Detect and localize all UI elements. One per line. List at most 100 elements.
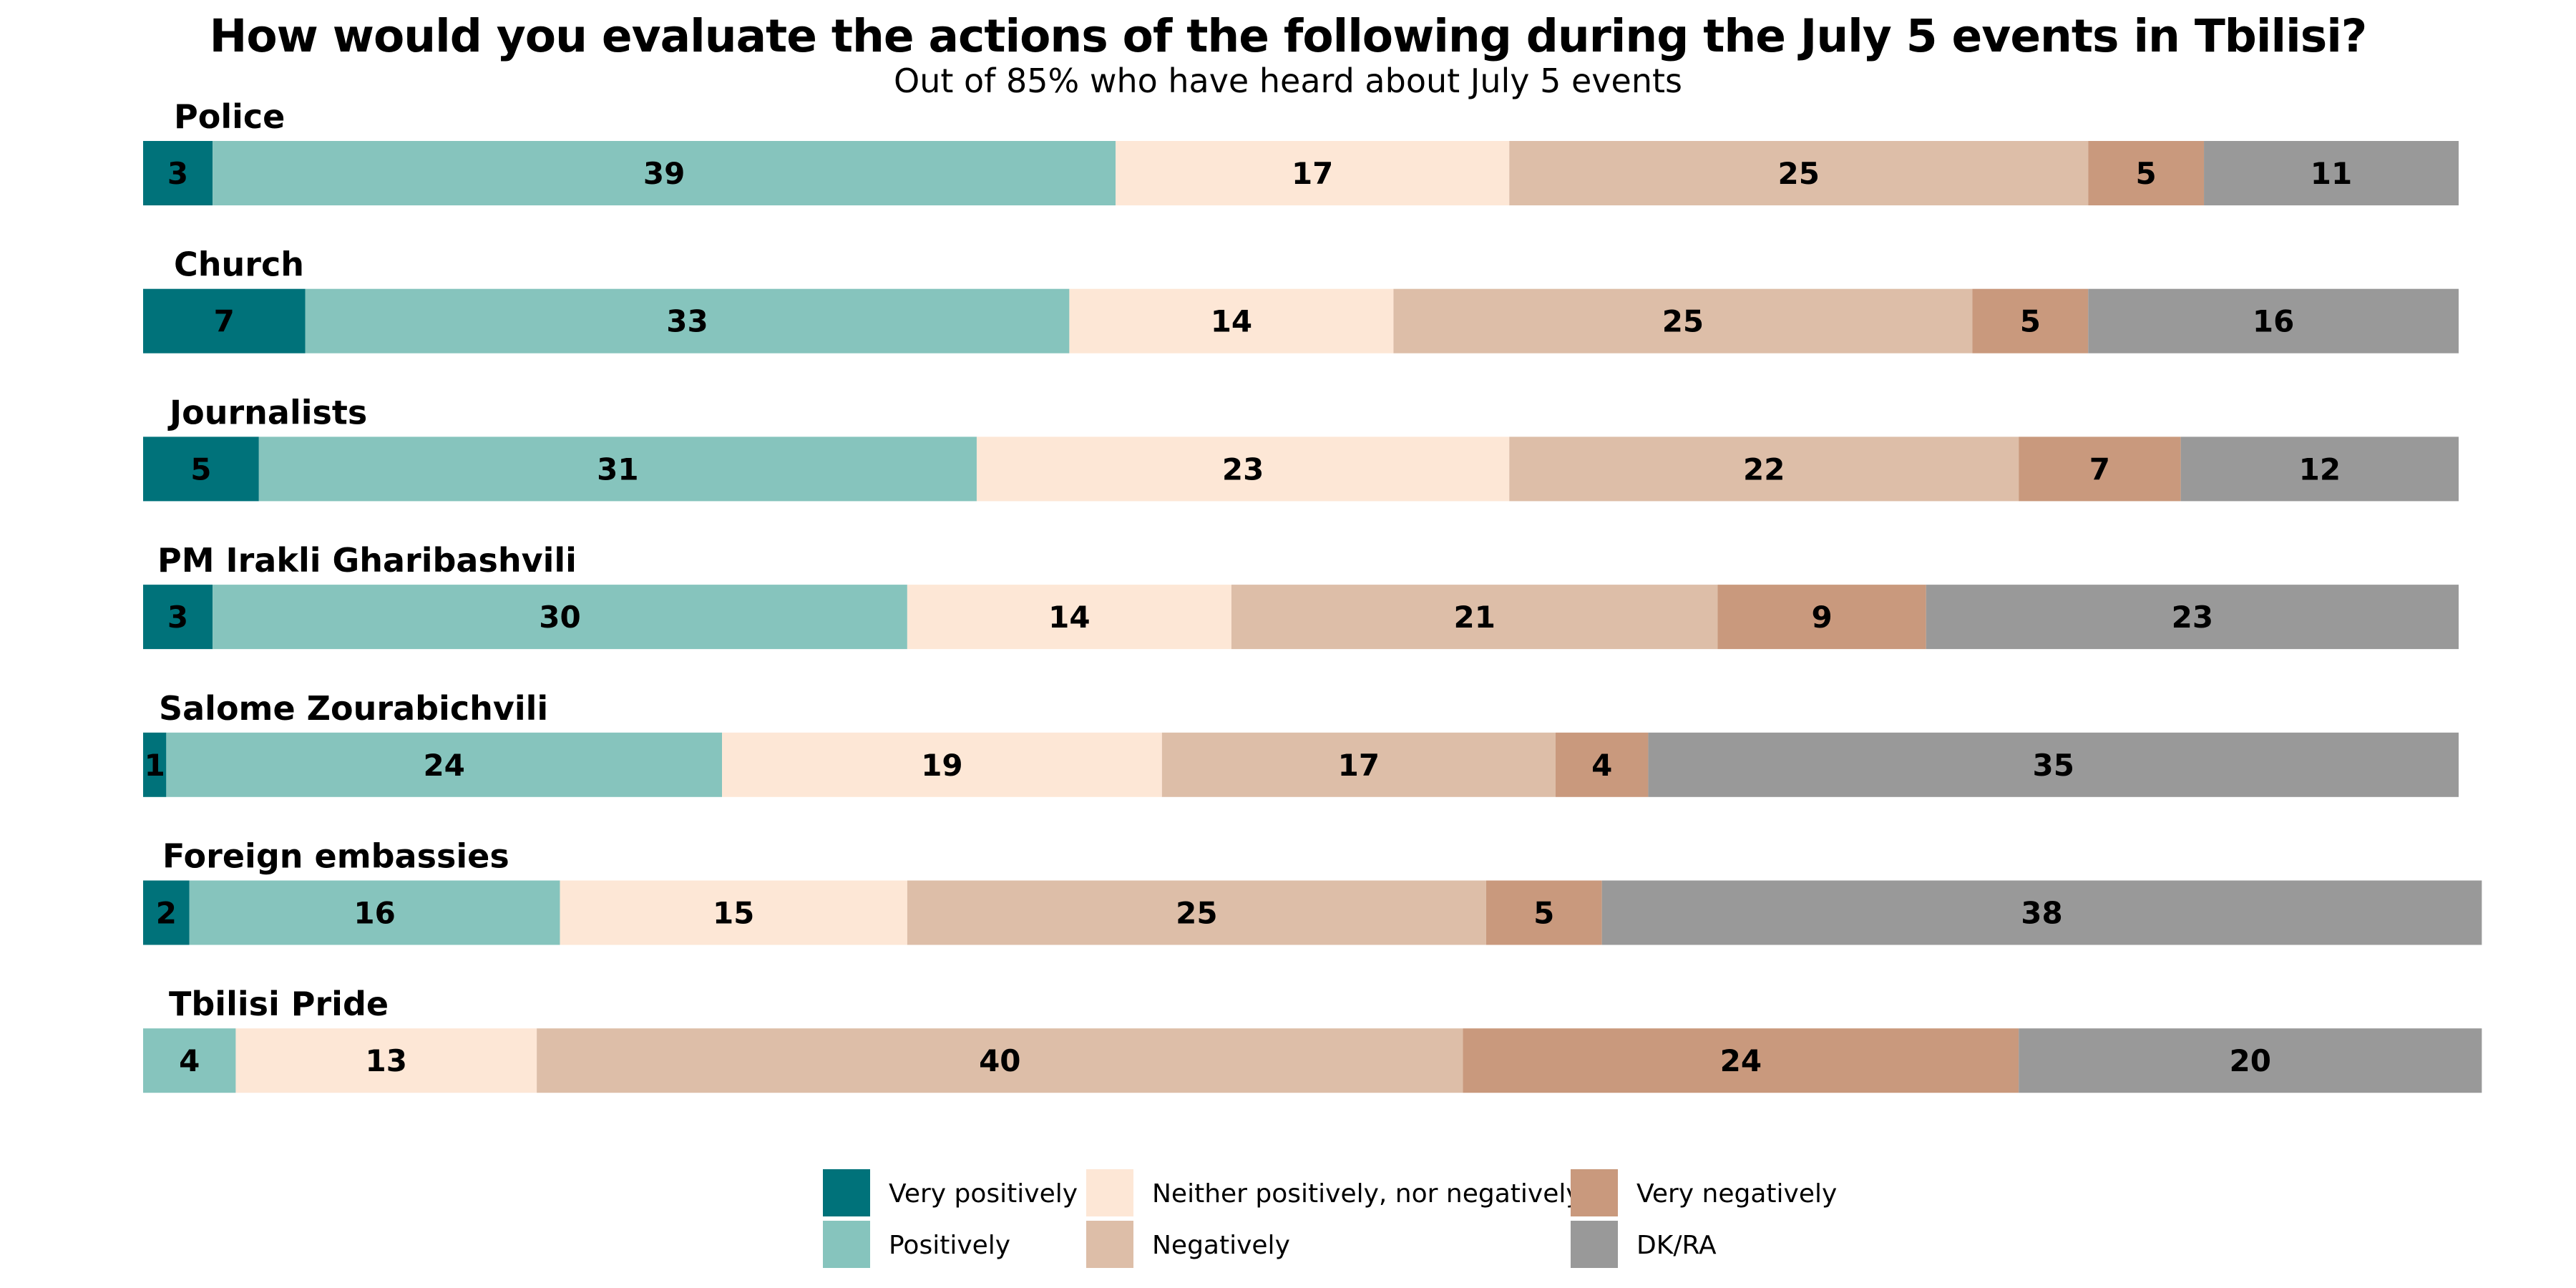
data-label: 25: [1662, 304, 1704, 339]
legend-label: Neither positively, nor negatively: [1152, 1179, 1581, 1209]
bar-segment-negatively: [1231, 585, 1718, 650]
data-label: 38: [2021, 896, 2062, 931]
data-label: 19: [921, 748, 962, 783]
data-label: 14: [1211, 304, 1252, 339]
legend-item-negatively: Negatively: [1086, 1221, 1290, 1268]
data-label: 25: [1176, 896, 1217, 931]
data-label: 3: [167, 156, 188, 191]
data-label: 7: [2089, 452, 2110, 487]
data-label: 5: [2020, 304, 2041, 339]
data-label: 2: [156, 896, 177, 931]
row-label-pm-irakli-gharibashvili: PM Irakli Gharibashvili: [157, 541, 577, 580]
bar-segment-very-positively: [143, 288, 306, 353]
bar-segment-neither-positively-nor-negatively: [976, 436, 1510, 502]
bar-segment-dk-ra: [1648, 732, 2459, 797]
bar-segment-dk-ra: [2204, 141, 2459, 205]
legend-item-very-negatively: Very negatively: [1571, 1169, 1837, 1216]
bar-segment-very-negatively: [1717, 585, 1926, 650]
bar-segment-very-negatively: [1485, 880, 1602, 945]
bar-segment-neither-positively-nor-negatively: [722, 732, 1162, 797]
data-label: 35: [2032, 748, 2074, 783]
data-label: 4: [1591, 748, 1612, 783]
data-label: 20: [2230, 1043, 2271, 1078]
bar-segment-positively: [305, 288, 1070, 353]
bar-segment-dk-ra: [2088, 288, 2459, 353]
legend-item-dk-ra: DK/RA: [1571, 1221, 1717, 1268]
bar-segment-neither-positively-nor-negatively: [1069, 288, 1394, 353]
legend-swatch: [823, 1169, 870, 1216]
bar-segment-neither-positively-nor-negatively: [907, 585, 1231, 650]
bar-segment-negatively: [1161, 732, 1556, 797]
data-label: 30: [539, 600, 580, 635]
bar-segment-neither-positively-nor-negatively: [235, 1028, 537, 1093]
bar-segment-positively: [189, 880, 560, 945]
data-label: 13: [366, 1043, 407, 1078]
data-label: 12: [2299, 452, 2341, 487]
bar-segment-negatively: [1393, 288, 1973, 353]
legend-item-very-positively: Very positively: [823, 1169, 1078, 1216]
bar-row-pm-irakli-gharibashvili: PM Irakli Gharibashvili 3 30 14 21 9 23: [143, 541, 2459, 650]
data-label: 40: [979, 1043, 1020, 1078]
bar-segment-dk-ra: [1926, 585, 2459, 650]
legend-swatch: [823, 1221, 870, 1268]
row-label-salome-zourabichvili: Salome Zourabichvili: [159, 689, 548, 728]
data-label: 9: [1811, 600, 1832, 635]
data-label: 5: [1533, 896, 1554, 931]
bar-segment-very-positively: [143, 585, 213, 650]
data-label: 1: [145, 748, 165, 783]
data-label: 16: [353, 896, 395, 931]
bar-segment-negatively: [537, 1028, 1463, 1093]
data-label: 16: [2253, 304, 2294, 339]
data-label: 3: [167, 600, 188, 635]
bar-row-police: Police 3 39 17 25 5 11: [143, 97, 2459, 205]
data-label: 24: [423, 748, 464, 783]
data-label: 17: [1338, 748, 1380, 783]
legend-label: DK/RA: [1636, 1231, 1717, 1260]
data-label: 21: [1453, 600, 1495, 635]
bar-segment-very-negatively: [1972, 288, 2089, 353]
data-label: 5: [190, 452, 211, 487]
legend-swatch: [1571, 1169, 1618, 1216]
data-label: 39: [643, 156, 685, 191]
bar-segment-dk-ra: [2180, 436, 2459, 502]
legend-item-neither-positively-nor-negatively: Neither positively, nor negatively: [1086, 1169, 1581, 1216]
row-label-journalists: Journalists: [167, 393, 367, 431]
bar-segment-positively: [213, 141, 1116, 205]
legend-swatch: [1086, 1169, 1133, 1216]
legend-label: Positively: [889, 1231, 1010, 1260]
bar-segment-very-positively: [143, 436, 259, 502]
bar-row-tbilisi-pride: Tbilisi Pride 4 13 40 24 20: [143, 985, 2482, 1093]
row-label-foreign-embassies: Foreign embassies: [162, 837, 509, 876]
row-label-police: Police: [174, 97, 285, 136]
data-label: 22: [1743, 452, 1785, 487]
bar-segment-very-positively: [143, 880, 190, 945]
bar-row-salome-zourabichvili: Salome Zourabichvili 1 24 19 17 4 35: [143, 689, 2459, 797]
data-label: 5: [2136, 156, 2157, 191]
bar-segment-very-negatively: [2019, 436, 2181, 502]
bar-segment-neither-positively-nor-negatively: [1116, 141, 1510, 205]
bar-segment-very-negatively: [2088, 141, 2205, 205]
bar-segment-very-negatively: [1555, 732, 1649, 797]
data-label: 14: [1048, 600, 1090, 635]
legend-swatch: [1086, 1221, 1133, 1268]
chart-subtitle: Out of 85% who have heard about July 5 e…: [893, 62, 1682, 100]
data-label: 23: [2172, 600, 2213, 635]
bar-segment-very-positively: [143, 732, 167, 797]
bar-row-foreign-embassies: Foreign embassies 2 16 15 25 5 38: [143, 837, 2482, 945]
bar-segment-positively: [166, 732, 723, 797]
legend-item-positively: Positively: [823, 1221, 1010, 1268]
bar-segment-negatively: [1509, 436, 2019, 502]
bar-segment-dk-ra: [1601, 880, 2482, 945]
data-label: 15: [713, 896, 754, 931]
bar-segment-negatively: [907, 880, 1486, 945]
chart-legend: Very positively Positively Neither positiv…: [823, 1169, 1837, 1268]
row-label-church: Church: [174, 245, 304, 284]
data-label: 23: [1222, 452, 1264, 487]
data-label: 33: [666, 304, 708, 339]
data-label: 31: [597, 452, 638, 487]
data-label: 7: [214, 304, 235, 339]
bar-row-journalists: Journalists 5 31 23 22 7 12: [143, 393, 2459, 502]
bar-segment-very-positively: [143, 141, 213, 205]
